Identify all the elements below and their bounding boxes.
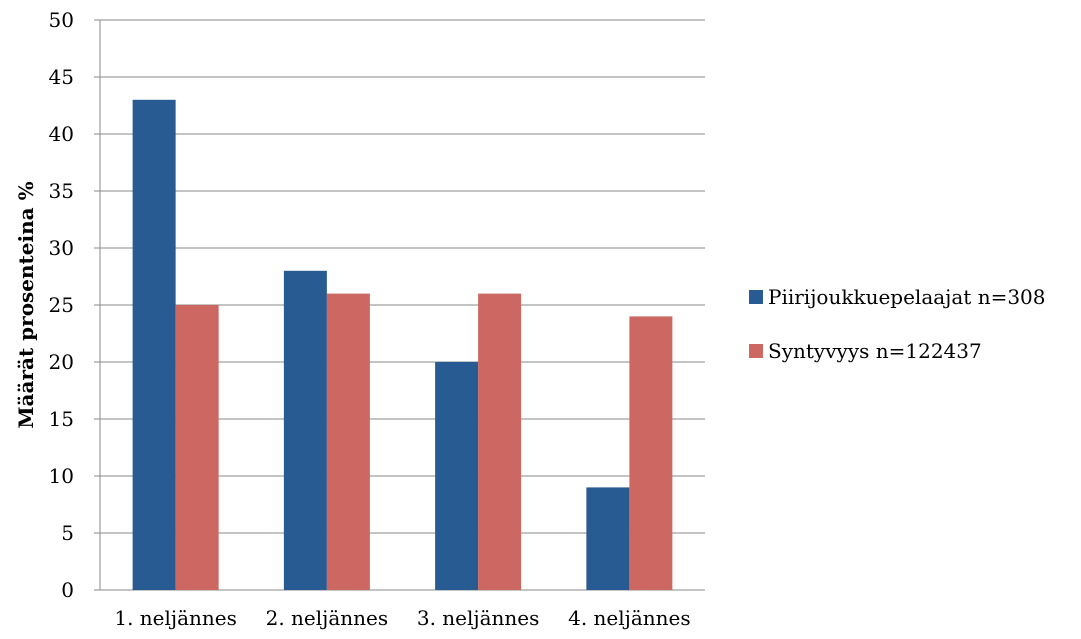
y-tick-label: 25 <box>49 293 74 317</box>
y-tick-label: 35 <box>49 179 74 203</box>
legend-item: Syntyvyys n=122437 <box>749 336 1046 366</box>
x-tick-label: 1. neljännes <box>114 606 237 630</box>
y-tick-label: 30 <box>49 236 74 260</box>
bar-series-2 <box>175 305 219 590</box>
legend-label: Piirijoukkuepelaajat n=308 <box>768 285 1046 309</box>
y-tick-label: 20 <box>49 350 74 374</box>
legend-swatch <box>749 290 763 304</box>
legend-item: Piirijoukkuepelaajat n=308 <box>749 282 1046 312</box>
bar-series-2 <box>478 293 522 590</box>
x-axis-ticks: 1. neljännes 2. neljännes 3. neljännes 4. n… <box>114 606 690 630</box>
bar-series-1 <box>435 362 479 590</box>
y-axis-title: Määrät prosenteina % <box>14 181 38 428</box>
bar-series-2 <box>629 316 673 590</box>
y-axis-ticks: 0 5 10 15 20 25 30 35 40 45 50 <box>49 8 100 602</box>
y-tick-label: 40 <box>49 122 74 146</box>
y-tick-label: 0 <box>61 578 74 602</box>
bar-series-2 <box>326 293 370 590</box>
x-tick-label: 3. neljännes <box>417 606 540 630</box>
y-tick-label: 15 <box>49 407 74 431</box>
y-tick-label: 5 <box>61 521 74 545</box>
y-tick-label: 10 <box>49 464 74 488</box>
y-tick-label: 45 <box>49 65 74 89</box>
legend-swatch <box>749 344 763 358</box>
bar-series-1 <box>132 99 176 591</box>
x-tick-label: 2. neljännes <box>266 606 389 630</box>
bar-series-1 <box>283 270 327 590</box>
y-tick-label: 50 <box>49 8 74 32</box>
bar-series-1 <box>586 487 630 590</box>
bars <box>132 99 673 591</box>
legend-label: Syntyvyys n=122437 <box>768 339 982 363</box>
legend: Piirijoukkuepelaajat n=308 Syntyvyys n=12… <box>749 282 1046 390</box>
x-tick-label: 4. neljännes <box>568 606 691 630</box>
